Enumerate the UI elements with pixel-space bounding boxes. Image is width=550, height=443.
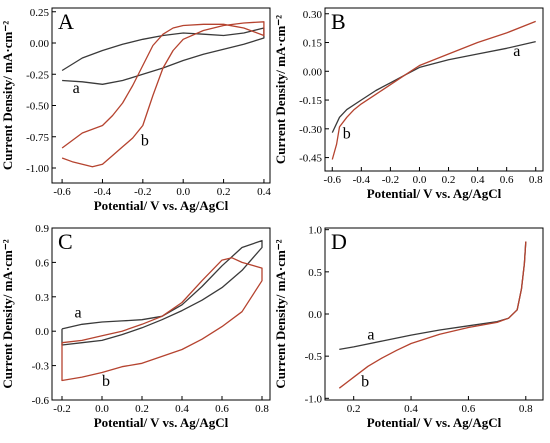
panel-b-y-tick-label: -0.30 [299, 124, 322, 136]
panel-a-series-a-label: a [73, 80, 80, 97]
panel-a-y-tick-label: 0.00 [30, 38, 50, 50]
panel-b-x-tick-label: 0.6 [500, 174, 514, 186]
panel-a-y-axis-title: Current Density/ mA·cm⁻² [0, 21, 15, 170]
panel-d-y-tick-label: -1.0 [305, 393, 323, 405]
panel-c-x-tick-label: 0.4 [175, 403, 189, 415]
panel-b: -0.6 -0.4 -0.2 0.0 0.2 0.4 0.6 0.8 -0.45 -0.30 -0.… [273, 7, 544, 201]
panel-c-series-a-label: a [74, 304, 81, 321]
panel-c-y-tick-label: 0.9 [35, 223, 49, 235]
panel-d-x-tick-label: 0.6 [462, 403, 476, 415]
panel-c-series-a-line [61, 239, 263, 346]
panel-d-y-tick-label: -0.5 [305, 351, 323, 363]
panel-c-y-axis-title: Current Density/ mA·cm⁻² [0, 239, 15, 388]
panel-b-x-axis-title: Potential/ V vs. Ag/AgCl [367, 186, 502, 201]
panel-b-series-a-line [331, 40, 536, 133]
panel-a-series-b-line [61, 21, 265, 168]
panel-c-series-b-label: b [102, 373, 110, 390]
panel-a-series-a-line [61, 27, 265, 85]
panel-c-x-tick-label: 0.2 [135, 403, 149, 415]
panel-b-y-tick-label: 0.30 [303, 9, 323, 21]
panel-b-series-b-label: b [343, 125, 351, 142]
panel-c-x-axis-title: Potential/ V vs. Ag/AgCl [94, 415, 229, 430]
panel-d-y-axis-title: Current Density/ mA·cm⁻² [273, 239, 288, 388]
panel-b-x-tick-label: -0.4 [353, 174, 371, 186]
panel-c-x-tick-label: -0.2 [53, 403, 70, 415]
panel-a-y-tick-label: 0.25 [30, 7, 50, 19]
panel-a-x-tick-label: 0.0 [176, 186, 190, 198]
panel-c-y-tick-label: -0.3 [32, 361, 50, 373]
panel-c-x-tick-label: 0.8 [255, 403, 269, 415]
panel-d: 0.2 0.4 0.6 0.8 -1.0 -0.5 0.0 0.5 1.0 Potential/ … [273, 225, 544, 430]
panel-d-y-tick-label: 0.0 [308, 309, 322, 321]
panel-b-y-tick-label: -0.45 [299, 153, 322, 165]
panel-d-x-tick-label: 0.4 [404, 403, 418, 415]
panel-b-y-axis-title: Current Density/ mA·cm⁻² [273, 15, 288, 164]
panel-a: -0.6 -0.4 -0.2 0.0 0.2 0.4 -1.00 -0.75 -0.50 -0.2… [0, 7, 271, 213]
panel-d-series-b-line [338, 241, 527, 389]
panel-c-y-tick-label: 0.6 [35, 257, 49, 269]
panel-a-y-tick-label: -1.00 [26, 163, 49, 175]
panel-a-x-tick-label: -0.2 [134, 186, 151, 198]
panel-c: -0.2 0.0 0.2 0.4 0.6 0.8 -0.6 -0.3 0.0 0.3 0.6 0.9 P… [0, 223, 271, 430]
panel-a-y-tick-label: -0.50 [26, 101, 49, 113]
panel-b-series-b-line [331, 20, 536, 160]
panel-c-y-tick-label: 0.3 [35, 292, 49, 304]
panel-a-x-tick-label: -0.4 [94, 186, 112, 198]
panel-c-frame [51, 227, 271, 401]
panel-b-x-tick-label: 0.2 [442, 174, 456, 186]
panel-a-x-tick-label: -0.6 [53, 186, 71, 198]
panel-d-y-tick-label: 1.0 [308, 225, 322, 237]
panel-b-x-tick-label: 0.8 [529, 174, 543, 186]
panel-a-x-axis-title: Potential/ V vs. Ag/AgCl [94, 198, 229, 213]
panel-a-y-tick-label: -0.75 [26, 132, 49, 144]
panel-d-letter: D [331, 229, 347, 254]
panel-d-x-tick-label: 0.2 [347, 403, 361, 415]
panel-b-x-tick-label: 0.4 [471, 174, 485, 186]
panel-d-x-axis-title: Potential/ V vs. Ag/AgCl [367, 415, 502, 430]
panel-d-y-tick-label: 0.5 [308, 267, 322, 279]
panel-b-series-a-label: a [513, 43, 520, 60]
panel-c-x-tick-label: 0.6 [215, 403, 229, 415]
panel-c-y-tick-label: -0.6 [32, 395, 50, 407]
panel-d-x-tick-label: 0.8 [519, 403, 533, 415]
panel-a-y-tick-label: -0.25 [26, 69, 49, 81]
panel-b-y-tick-label: -0.15 [299, 95, 322, 107]
panel-b-y-tick-label: 0.15 [303, 38, 323, 50]
panel-a-letter: A [58, 9, 74, 34]
panel-c-letter: C [58, 229, 73, 254]
panel-d-series-a-label: a [367, 326, 374, 343]
panel-b-letter: B [331, 9, 346, 34]
panel-b-y-tick-label: 0.00 [303, 66, 323, 78]
panel-d-series-b-label: b [361, 374, 369, 391]
panel-c-x-tick-label: 0.0 [95, 403, 109, 415]
panel-b-x-tick-label: -0.2 [382, 174, 399, 186]
panel-a-x-tick-label: 0.4 [257, 186, 271, 198]
panel-b-x-tick-label: -0.6 [324, 174, 342, 186]
panel-c-y-tick-label: 0.0 [35, 326, 49, 338]
panel-c-series-b-line [61, 257, 263, 382]
panel-a-frame [51, 7, 271, 184]
panel-a-x-tick-label: 0.2 [217, 186, 231, 198]
panel-b-frame [324, 7, 544, 172]
panel-a-series-b-label: b [141, 133, 149, 150]
panel-b-x-tick-label: 0.0 [413, 174, 427, 186]
